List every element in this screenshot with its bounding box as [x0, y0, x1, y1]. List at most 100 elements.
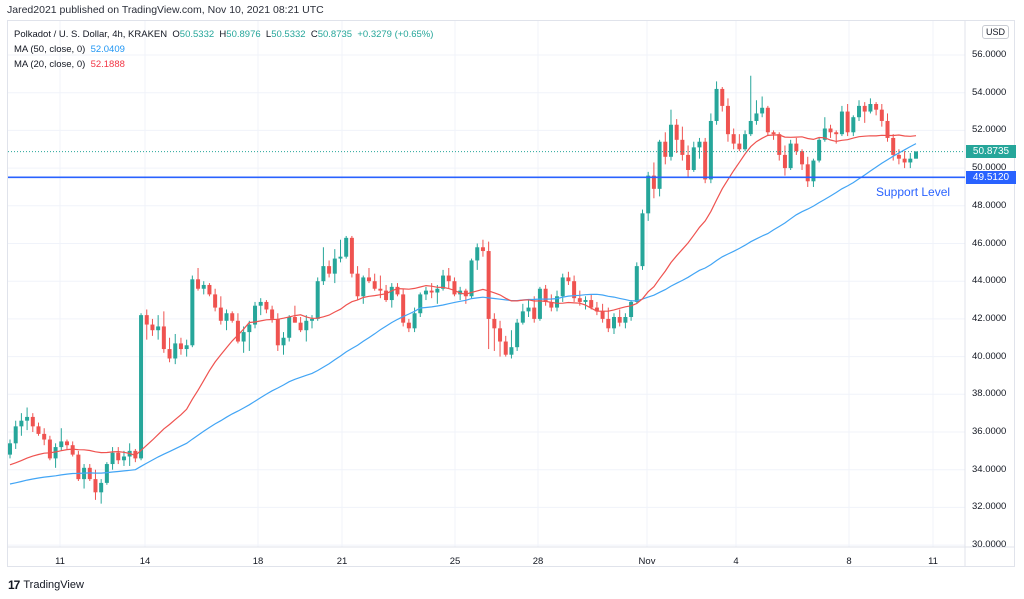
candle-body — [469, 260, 474, 297]
candle-body — [503, 341, 508, 355]
candle-body — [258, 301, 263, 306]
candle-body — [566, 277, 571, 282]
candle-body — [629, 301, 634, 318]
ma20-row[interactable]: MA (20, close, 0) 52.1888 — [14, 59, 125, 70]
ma50-row[interactable]: MA (50, close, 0) 52.0409 — [14, 44, 125, 55]
candle-body — [874, 104, 879, 110]
symbol-name: Polkadot / U. S. Dollar, 4h, KRAKEN — [14, 29, 168, 40]
candle-body — [612, 317, 616, 329]
candle-body — [281, 337, 286, 346]
candle-body — [30, 416, 35, 427]
support-level-label: Support Level — [876, 185, 951, 199]
candle-body — [743, 134, 748, 150]
candle-body — [543, 288, 548, 302]
last-price-tag: 50.8735 — [966, 145, 1016, 159]
candle-body — [310, 318, 314, 321]
candle-body — [213, 294, 218, 308]
candle-body — [526, 307, 531, 312]
candle-body — [891, 137, 896, 155]
candle-body — [76, 454, 81, 480]
candle-body — [190, 279, 195, 346]
candle-body — [298, 322, 303, 331]
candle-body — [338, 256, 343, 259]
candle-body — [264, 301, 269, 310]
candle-body — [617, 317, 622, 323]
candle-body — [344, 237, 349, 257]
candle-body — [349, 237, 354, 274]
high-value: 50.8976 — [226, 29, 261, 40]
candle-body — [150, 324, 155, 331]
candle-body — [839, 111, 844, 135]
candle-body — [857, 105, 862, 118]
candle-body — [70, 445, 75, 455]
candle-body — [634, 266, 639, 302]
candle-body — [509, 347, 514, 355]
candle-body — [104, 464, 109, 483]
ma20-line — [9, 134, 917, 466]
candle-body — [725, 105, 730, 135]
support-price-tag: 49.5120 — [966, 170, 1016, 184]
candle-body — [760, 107, 765, 114]
time-tick-label: 18 — [252, 556, 264, 567]
candle-body — [737, 143, 742, 150]
price-tick-label: 54.0000 — [972, 86, 1007, 98]
candle-body — [914, 151, 918, 159]
candle-body — [657, 141, 662, 189]
open-value: 50.5332 — [179, 29, 215, 40]
candle-body — [788, 143, 793, 169]
candle-body — [196, 279, 201, 289]
candle-body — [378, 288, 383, 291]
candle-body — [418, 294, 423, 314]
candle-body — [389, 286, 394, 301]
candle-body — [902, 158, 907, 163]
candle-body — [321, 266, 326, 282]
candle-body — [583, 300, 588, 302]
candle-body — [423, 290, 428, 295]
chart-frame — [7, 20, 1015, 567]
candle-body — [851, 117, 856, 133]
time-tick-label: 11 — [55, 556, 65, 567]
candle-body — [663, 141, 668, 157]
candle-body — [184, 345, 189, 350]
candle-body — [59, 441, 64, 448]
candle-body — [133, 450, 138, 459]
candle-body — [765, 107, 770, 133]
candle-body — [36, 426, 41, 434]
candle-body — [862, 105, 867, 112]
candle-body — [121, 456, 126, 461]
candle-body — [703, 141, 708, 180]
candle-body — [782, 154, 787, 169]
candle-body — [463, 290, 468, 297]
candle-body — [908, 158, 913, 163]
candle-body — [748, 120, 753, 135]
candle-body — [230, 313, 235, 321]
candle-body — [241, 332, 246, 342]
candle-body — [515, 322, 520, 348]
candle-body — [640, 213, 645, 267]
time-tick-label: 14 — [139, 556, 151, 567]
candle-body — [429, 290, 434, 293]
low-value: 50.5332 — [271, 29, 306, 40]
candle-body — [64, 441, 69, 446]
candle-body — [498, 328, 503, 342]
candle-body — [828, 128, 833, 133]
candle-body — [623, 317, 628, 323]
candle-body — [577, 298, 582, 302]
time-tick-label: 28 — [532, 556, 544, 567]
candle-body — [372, 281, 377, 289]
candle-body — [53, 447, 58, 459]
candle-body — [822, 128, 827, 140]
tradingview-logo[interactable]: 17 TradingView — [8, 578, 84, 592]
candle-body — [8, 443, 12, 455]
candle-body — [292, 317, 297, 323]
currency-button[interactable]: USD — [982, 25, 1010, 39]
change-value: +0.3279 (+0.65%) — [357, 29, 434, 40]
price-tick-label: 30.0000 — [972, 539, 1007, 551]
candle-body — [47, 439, 52, 459]
time-tick-label: 11 — [928, 556, 938, 567]
chart-legend: Polkadot / U. S. Dollar, 4h, KRAKEN O50.… — [14, 27, 433, 72]
candle-body — [235, 320, 240, 342]
candle-body — [406, 322, 411, 329]
candle-body — [520, 311, 525, 323]
